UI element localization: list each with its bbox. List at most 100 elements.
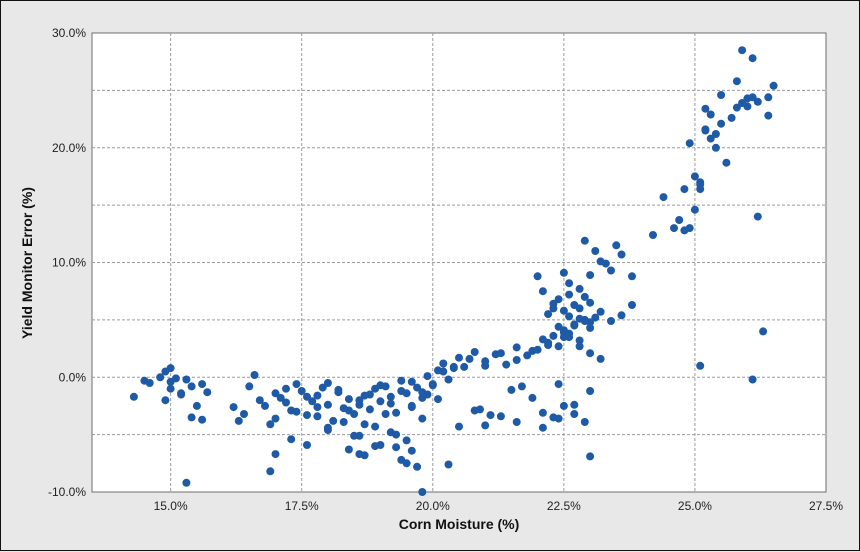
data-point — [344, 395, 353, 404]
data-point — [607, 266, 615, 275]
data-point — [596, 354, 605, 363]
data-point — [266, 420, 275, 429]
data-point — [397, 455, 406, 464]
data-point — [769, 81, 778, 90]
data-point — [192, 401, 201, 410]
data-point — [580, 236, 589, 245]
data-point — [554, 414, 563, 423]
x-tick-label: 17.5% — [285, 499, 319, 513]
y-tick-label: 20.0% — [52, 141, 86, 155]
y-tick-label: 30.0% — [52, 26, 86, 40]
y-axis-ticks: 30.0% 20.0% 10.0% 0.0% -10.0% — [48, 26, 86, 499]
data-point — [512, 356, 521, 364]
data-point — [628, 301, 636, 309]
data-point — [292, 407, 301, 416]
data-point — [240, 410, 248, 418]
data-point — [549, 331, 558, 340]
data-point — [759, 327, 768, 336]
data-point — [586, 298, 595, 307]
data-point — [187, 413, 196, 422]
data-point — [381, 382, 390, 391]
data-point — [748, 54, 757, 63]
data-point — [722, 158, 731, 167]
x-tick-label: 25.0% — [678, 499, 712, 513]
data-point — [727, 113, 736, 122]
data-point — [360, 420, 369, 429]
data-points — [129, 46, 778, 496]
data-point — [313, 412, 322, 421]
data-point — [491, 350, 500, 359]
data-point — [764, 93, 773, 102]
data-point — [753, 97, 762, 106]
x-tick-label: 22.5% — [547, 499, 581, 513]
data-point — [371, 422, 380, 431]
data-point — [434, 366, 442, 375]
data-point — [413, 462, 422, 471]
data-point — [255, 396, 264, 405]
data-point — [554, 322, 563, 331]
data-point — [696, 185, 705, 194]
data-point — [423, 372, 432, 381]
data-point — [696, 178, 705, 187]
data-point — [528, 393, 537, 402]
data-point — [685, 139, 694, 148]
data-point — [392, 430, 401, 439]
data-point — [617, 250, 626, 259]
data-point — [764, 111, 773, 120]
data-point — [177, 389, 186, 398]
data-point — [570, 400, 579, 409]
y-tick-label: 10.0% — [52, 256, 86, 270]
data-point — [292, 380, 301, 389]
data-point — [596, 257, 605, 266]
data-point — [303, 411, 311, 420]
data-point — [407, 377, 416, 386]
data-point — [565, 312, 574, 321]
data-point — [129, 392, 138, 401]
data-point — [738, 46, 747, 55]
data-point — [565, 290, 574, 299]
data-point — [575, 304, 584, 313]
data-point — [271, 389, 280, 398]
data-point — [706, 134, 715, 143]
data-point — [323, 400, 332, 409]
data-point — [717, 119, 726, 128]
data-point — [182, 478, 191, 487]
data-point — [407, 403, 416, 412]
data-point — [376, 397, 385, 406]
data-point — [565, 279, 574, 288]
data-point — [297, 387, 306, 395]
data-point — [481, 357, 490, 366]
data-point — [559, 328, 568, 337]
data-point — [198, 415, 207, 424]
data-point — [250, 371, 259, 379]
grid-lines — [92, 33, 826, 492]
data-point — [628, 272, 636, 281]
data-point — [748, 375, 757, 384]
data-point — [465, 354, 474, 363]
data-point — [559, 401, 568, 410]
data-point — [659, 193, 668, 202]
data-point — [738, 99, 747, 107]
data-point — [423, 390, 432, 399]
data-point — [696, 361, 705, 370]
data-point — [549, 299, 558, 308]
data-point — [717, 91, 726, 99]
x-tick-label: 15.0% — [154, 499, 188, 513]
data-point — [533, 345, 542, 354]
data-point — [580, 315, 589, 324]
data-point — [732, 103, 741, 112]
data-point — [559, 268, 568, 277]
data-point — [544, 310, 553, 319]
data-point — [397, 376, 406, 385]
data-point — [271, 414, 280, 423]
data-point — [690, 172, 699, 181]
data-point — [334, 385, 343, 394]
data-point — [402, 389, 411, 398]
data-point — [701, 125, 710, 134]
data-point — [428, 381, 437, 390]
data-point — [392, 443, 401, 452]
data-point — [282, 398, 290, 407]
x-axis-ticks: 15.0% 17.5% 20.0% 22.5% 25.0% 27.5% — [154, 499, 844, 513]
data-point — [161, 396, 170, 405]
